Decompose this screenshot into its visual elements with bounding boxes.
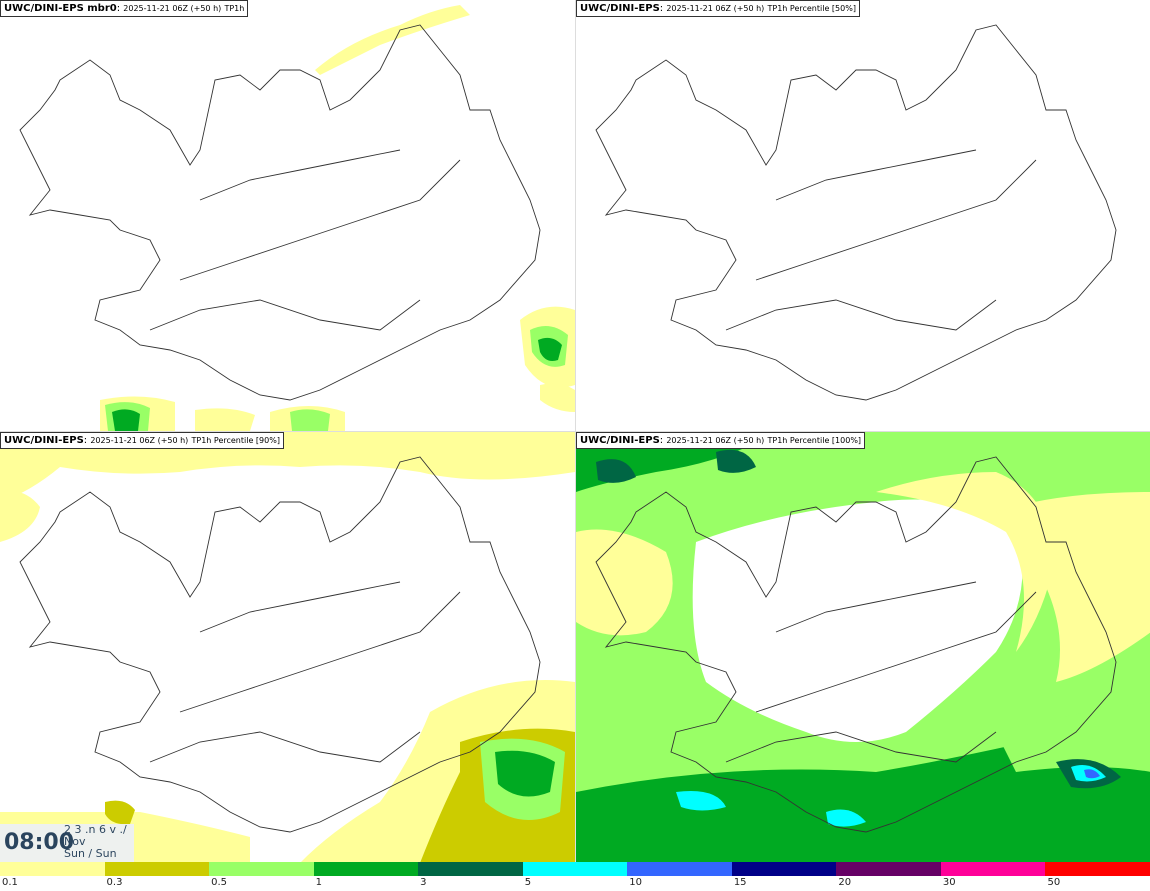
colorbar-tick-label: 50 bbox=[1047, 877, 1061, 888]
colorbar-swatch bbox=[1045, 862, 1150, 876]
iceland-outline bbox=[19, 456, 541, 833]
precip-blobs bbox=[0, 432, 575, 863]
colorbar-swatch bbox=[104, 862, 210, 876]
colorbar-swatch bbox=[209, 862, 314, 876]
valid-month: Nov bbox=[64, 835, 86, 848]
precip-blobs bbox=[100, 5, 575, 431]
map-panel-percentile-50: UWC/DINI-EPS: 2025-11-21 06Z (+50 h) TP1… bbox=[576, 0, 1150, 431]
colorbar-swatches bbox=[0, 862, 1150, 876]
colorbar-swatch bbox=[731, 862, 837, 876]
precip-blobs bbox=[576, 432, 1150, 863]
map-panel-percentile-100: UWC/DINI-EPS: 2025-11-21 06Z (+50 h) TP1… bbox=[576, 432, 1150, 863]
colorbar-tick-label: 0.1 bbox=[2, 877, 18, 888]
colorbar-swatch bbox=[313, 862, 419, 876]
colorbar-tick-label: 10 bbox=[629, 877, 642, 888]
iceland-outline bbox=[595, 24, 1117, 401]
colorbar-swatch bbox=[836, 862, 941, 876]
precipitation-map bbox=[0, 432, 575, 863]
colorbar-swatch bbox=[418, 862, 523, 876]
precipitation-map bbox=[19, 5, 575, 431]
panel-title: UWC/DINI-EPS: 2025-11-21 06Z (+50 h) TP1… bbox=[576, 0, 860, 17]
valid-weekday: Sun / Sun bbox=[64, 847, 117, 860]
colorbar-tick-label: 5 bbox=[524, 877, 532, 888]
valid-day: 2 3 .n 6 v ./ bbox=[64, 823, 127, 836]
valid-time-box: 08:00 2 3 .n 6 v ./ Nov Sun / Sun bbox=[0, 824, 134, 862]
colorbar-tick-label: 15 bbox=[733, 877, 747, 888]
colorbar-tick-label: 1 bbox=[315, 877, 322, 888]
colorbar-tick-label: 3 bbox=[420, 877, 427, 888]
panel-title: UWC/DINI-EPS mbr0: 2025-11-21 06Z (+50 h… bbox=[0, 0, 249, 17]
colorbar-tick-label: 20 bbox=[838, 877, 852, 888]
panel-title: UWC/DINI-EPS: 2025-11-21 06Z (+50 h) TP1… bbox=[576, 432, 866, 449]
colorbar-tick-label: 30 bbox=[942, 877, 956, 888]
map-panel-percentile-90: UWC/DINI-EPS: 2025-11-21 06Z (+50 h) TP1… bbox=[0, 432, 575, 863]
colorbar-tick-label: 0.3 bbox=[106, 877, 123, 888]
precipitation-map bbox=[576, 432, 1150, 863]
valid-date-stack: 2 3 .n 6 v ./ Nov Sun / Sun bbox=[64, 824, 127, 860]
colorbar-legend: 0.1 0.3 0.5 1 3 5 10 15 20 30 50 bbox=[0, 862, 1150, 891]
colorbar-tick-label: 0.5 bbox=[211, 877, 227, 888]
colorbar-swatch bbox=[627, 862, 732, 876]
iceland-outline bbox=[19, 24, 541, 401]
colorbar-swatch bbox=[522, 862, 628, 876]
precipitation-map bbox=[595, 24, 1117, 401]
colorbar-swatch bbox=[0, 862, 105, 876]
colorbar-swatch bbox=[940, 862, 1046, 876]
valid-time: 08:00 bbox=[4, 830, 75, 855]
panel-divider-horizontal bbox=[0, 431, 1150, 432]
iceland-outline bbox=[595, 456, 1117, 833]
panel-title: UWC/DINI-EPS: 2025-11-21 06Z (+50 h) TP1… bbox=[0, 432, 284, 449]
map-panel-member0: UWC/DINI-EPS mbr0: 2025-11-21 06Z (+50 h… bbox=[0, 0, 575, 431]
